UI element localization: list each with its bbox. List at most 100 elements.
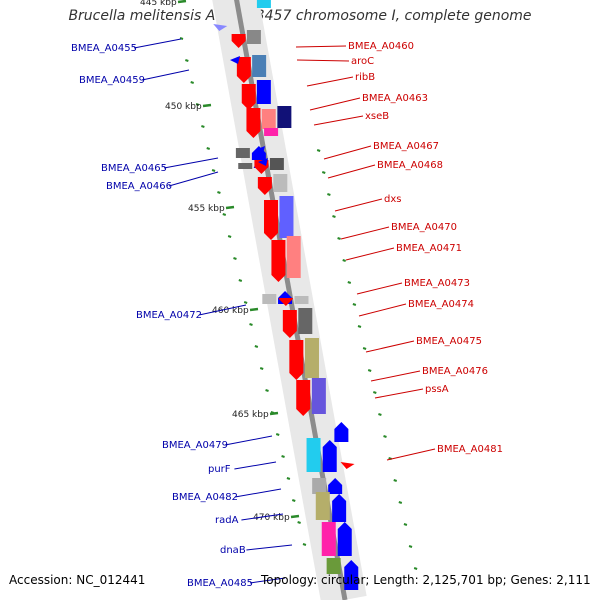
gene-arrow-reverse [257, 177, 272, 195]
gene-marker [255, 146, 265, 154]
leader-line [356, 282, 403, 295]
map-title: Brucella melitensis ATCC 23457 chromosom… [68, 8, 532, 24]
right-label-bmea-a0460: BMEA_A0460 [348, 41, 414, 52]
right-label-bmea-a0463: BMEA_A0463 [362, 93, 428, 104]
leader-line [295, 45, 347, 48]
scale-tick [408, 545, 413, 548]
accession-text: Accession: NC_012441 [9, 573, 146, 587]
scale-tick [286, 477, 291, 480]
scale-tick [383, 435, 387, 438]
scale-tick [195, 103, 200, 106]
scale-tick [190, 81, 195, 84]
scale-tick [206, 147, 211, 150]
scale-tick [217, 191, 221, 194]
scale-tick [222, 213, 227, 216]
scale-tick [378, 413, 382, 416]
scale-tick [227, 235, 232, 238]
leader-line [234, 461, 277, 470]
scale-tick [393, 479, 398, 482]
gene-block [321, 522, 336, 556]
scale-tick [275, 433, 280, 436]
left-label-rada: radA [215, 515, 239, 526]
scale-tick [352, 303, 357, 306]
leader-line [370, 370, 421, 382]
scale-label-465-kbp: 465 kbp [232, 410, 269, 420]
gene-block [312, 478, 327, 494]
gene-marker [340, 462, 355, 469]
leader-line [249, 577, 286, 584]
left-label-bmea-a0482: BMEA_A0482 [172, 492, 238, 503]
gene-arrow-reverse [296, 380, 311, 416]
leader-line [313, 115, 364, 126]
scale-label-450-kbp: 450 kbp [165, 102, 202, 112]
scale-tick [342, 259, 346, 262]
leader-line [224, 435, 273, 446]
scale-tick [259, 367, 264, 370]
scale-major-tick [290, 514, 300, 519]
gene-block [256, 0, 271, 8]
scale-tick [347, 281, 352, 284]
right-label-pssa: pssA [425, 384, 449, 395]
scale-label-470-kbp: 470 kbp [253, 513, 290, 523]
leader-line [163, 157, 219, 169]
gene-marker [213, 24, 228, 31]
leader-line [334, 198, 383, 212]
leader-line [365, 340, 415, 353]
right-label-aroc: aroC [351, 56, 374, 67]
right-label-bmea-a0470: BMEA_A0470 [391, 222, 457, 233]
leader-line [296, 59, 350, 62]
scale-tick [291, 499, 296, 502]
scale-tick [297, 521, 301, 524]
leader-line [133, 38, 182, 49]
leader-line [306, 76, 354, 87]
scale-major-tick [225, 205, 235, 210]
scale-tick [398, 501, 403, 504]
scale-tick [211, 169, 216, 172]
gene-arrow-forward [337, 522, 352, 556]
scale-tick [413, 567, 418, 570]
leader-line [241, 513, 284, 521]
gene-block [279, 196, 294, 238]
scale-tick [327, 193, 331, 196]
scale-tick [249, 323, 253, 326]
gene-block [277, 106, 292, 128]
scale-label-445-kbp: 445 kbp [140, 0, 177, 8]
gene-marker [258, 158, 268, 166]
right-label-bmea-a0468: BMEA_A0468 [377, 160, 443, 171]
scale-tick [254, 345, 259, 348]
gene-block [273, 174, 288, 192]
gene-arrow-reverse [231, 34, 246, 48]
right-label-bmea-a0467: BMEA_A0467 [373, 141, 439, 152]
scale-tick [332, 215, 336, 218]
gene-block [294, 296, 309, 304]
left-label-bmea-a0479: BMEA_A0479 [162, 440, 228, 451]
left-label-bmea-a0455: BMEA_A0455 [71, 43, 137, 54]
scale-tick [357, 325, 362, 328]
summary-text: Topology: circular; Length: 2,125,701 bp… [261, 573, 591, 587]
leader-line [327, 164, 376, 179]
scale-major-tick [269, 411, 279, 416]
gene-block [264, 128, 279, 136]
gene-arrow-forward [344, 560, 359, 590]
left-label-bmea-a0465: BMEA_A0465 [101, 163, 167, 174]
gene-block [262, 294, 277, 304]
gene-arrow-forward [332, 494, 347, 522]
gene-block [306, 438, 321, 472]
scale-tick [238, 279, 243, 282]
left-label-bmea-a0459: BMEA_A0459 [79, 75, 145, 86]
leader-line [246, 544, 293, 551]
gene-block [269, 158, 284, 170]
left-label-bmea-a0466: BMEA_A0466 [106, 181, 172, 192]
gene-block [256, 80, 271, 104]
gene-block [261, 109, 276, 129]
left-label-bmea-a0485: BMEA_A0485 [187, 578, 253, 589]
right-label-ribb: ribB [355, 72, 375, 83]
leader-line [323, 145, 372, 160]
gene-block [326, 558, 341, 574]
right-label-bmea-a0481: BMEA_A0481 [437, 444, 503, 455]
leader-line [374, 388, 424, 399]
gene-block [238, 163, 253, 169]
right-label-bmea-a0475: BMEA_A0475 [416, 336, 482, 347]
scale-tick [233, 257, 237, 260]
